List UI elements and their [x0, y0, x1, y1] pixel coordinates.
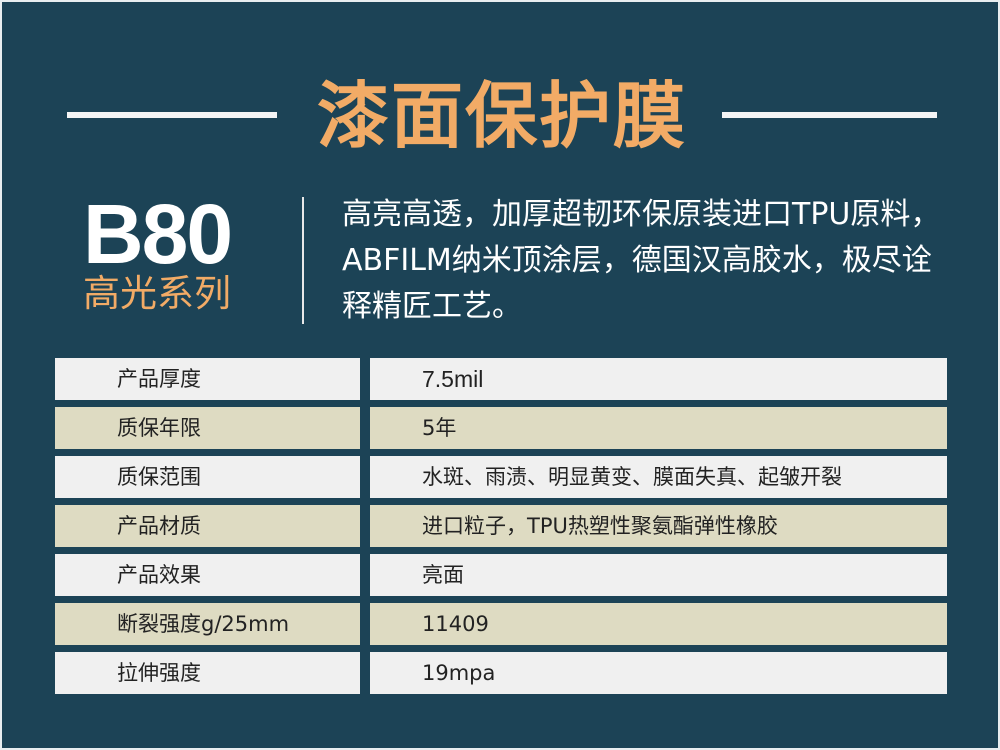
table-row: 产品效果 亮面 [55, 554, 947, 596]
spec-value: 19mpa [370, 652, 947, 694]
product-description: 高亮高透，加厚超韧环保原装进口TPU原料，ABFILM纳米顶涂层，德国汉高胶水，… [342, 197, 941, 324]
spec-value: 水斑、雨渍、明显黄变、膜面失真、起皱开裂 [370, 456, 947, 498]
spec-value: 7.5mil [370, 358, 947, 400]
table-row: 产品材质 进口粒子，TPU热塑性聚氨酯弹性橡胶 [55, 505, 947, 547]
spec-value: 5年 [370, 407, 947, 449]
table-row: 质保范围 水斑、雨渍、明显黄变、膜面失真、起皱开裂 [55, 456, 947, 498]
spec-label: 质保年限 [55, 407, 360, 449]
divider [302, 197, 304, 324]
title-line-left [67, 112, 277, 118]
table-row: 质保年限 5年 [55, 407, 947, 449]
spec-value: 亮面 [370, 554, 947, 596]
title-line-right [722, 112, 937, 118]
spec-label: 质保范围 [55, 456, 360, 498]
spec-label: 拉伸强度 [55, 652, 360, 694]
table-row: 断裂强度g/25mm 11409 [55, 603, 947, 645]
spec-value: 11409 [370, 603, 947, 645]
spec-label: 断裂强度g/25mm [55, 603, 360, 645]
model-name: B80 [82, 187, 233, 281]
spec-label: 产品材质 [55, 505, 360, 547]
spec-label: 产品厚度 [55, 358, 360, 400]
table-row: 拉伸强度 19mpa [55, 652, 947, 694]
series-name: 高光系列 [83, 272, 231, 315]
spec-label: 产品效果 [55, 554, 360, 596]
table-row: 产品厚度 7.5mil [55, 358, 947, 400]
spec-value: 进口粒子，TPU热塑性聚氨酯弹性橡胶 [370, 505, 947, 547]
page-title: 漆面保护膜 [316, 74, 687, 158]
